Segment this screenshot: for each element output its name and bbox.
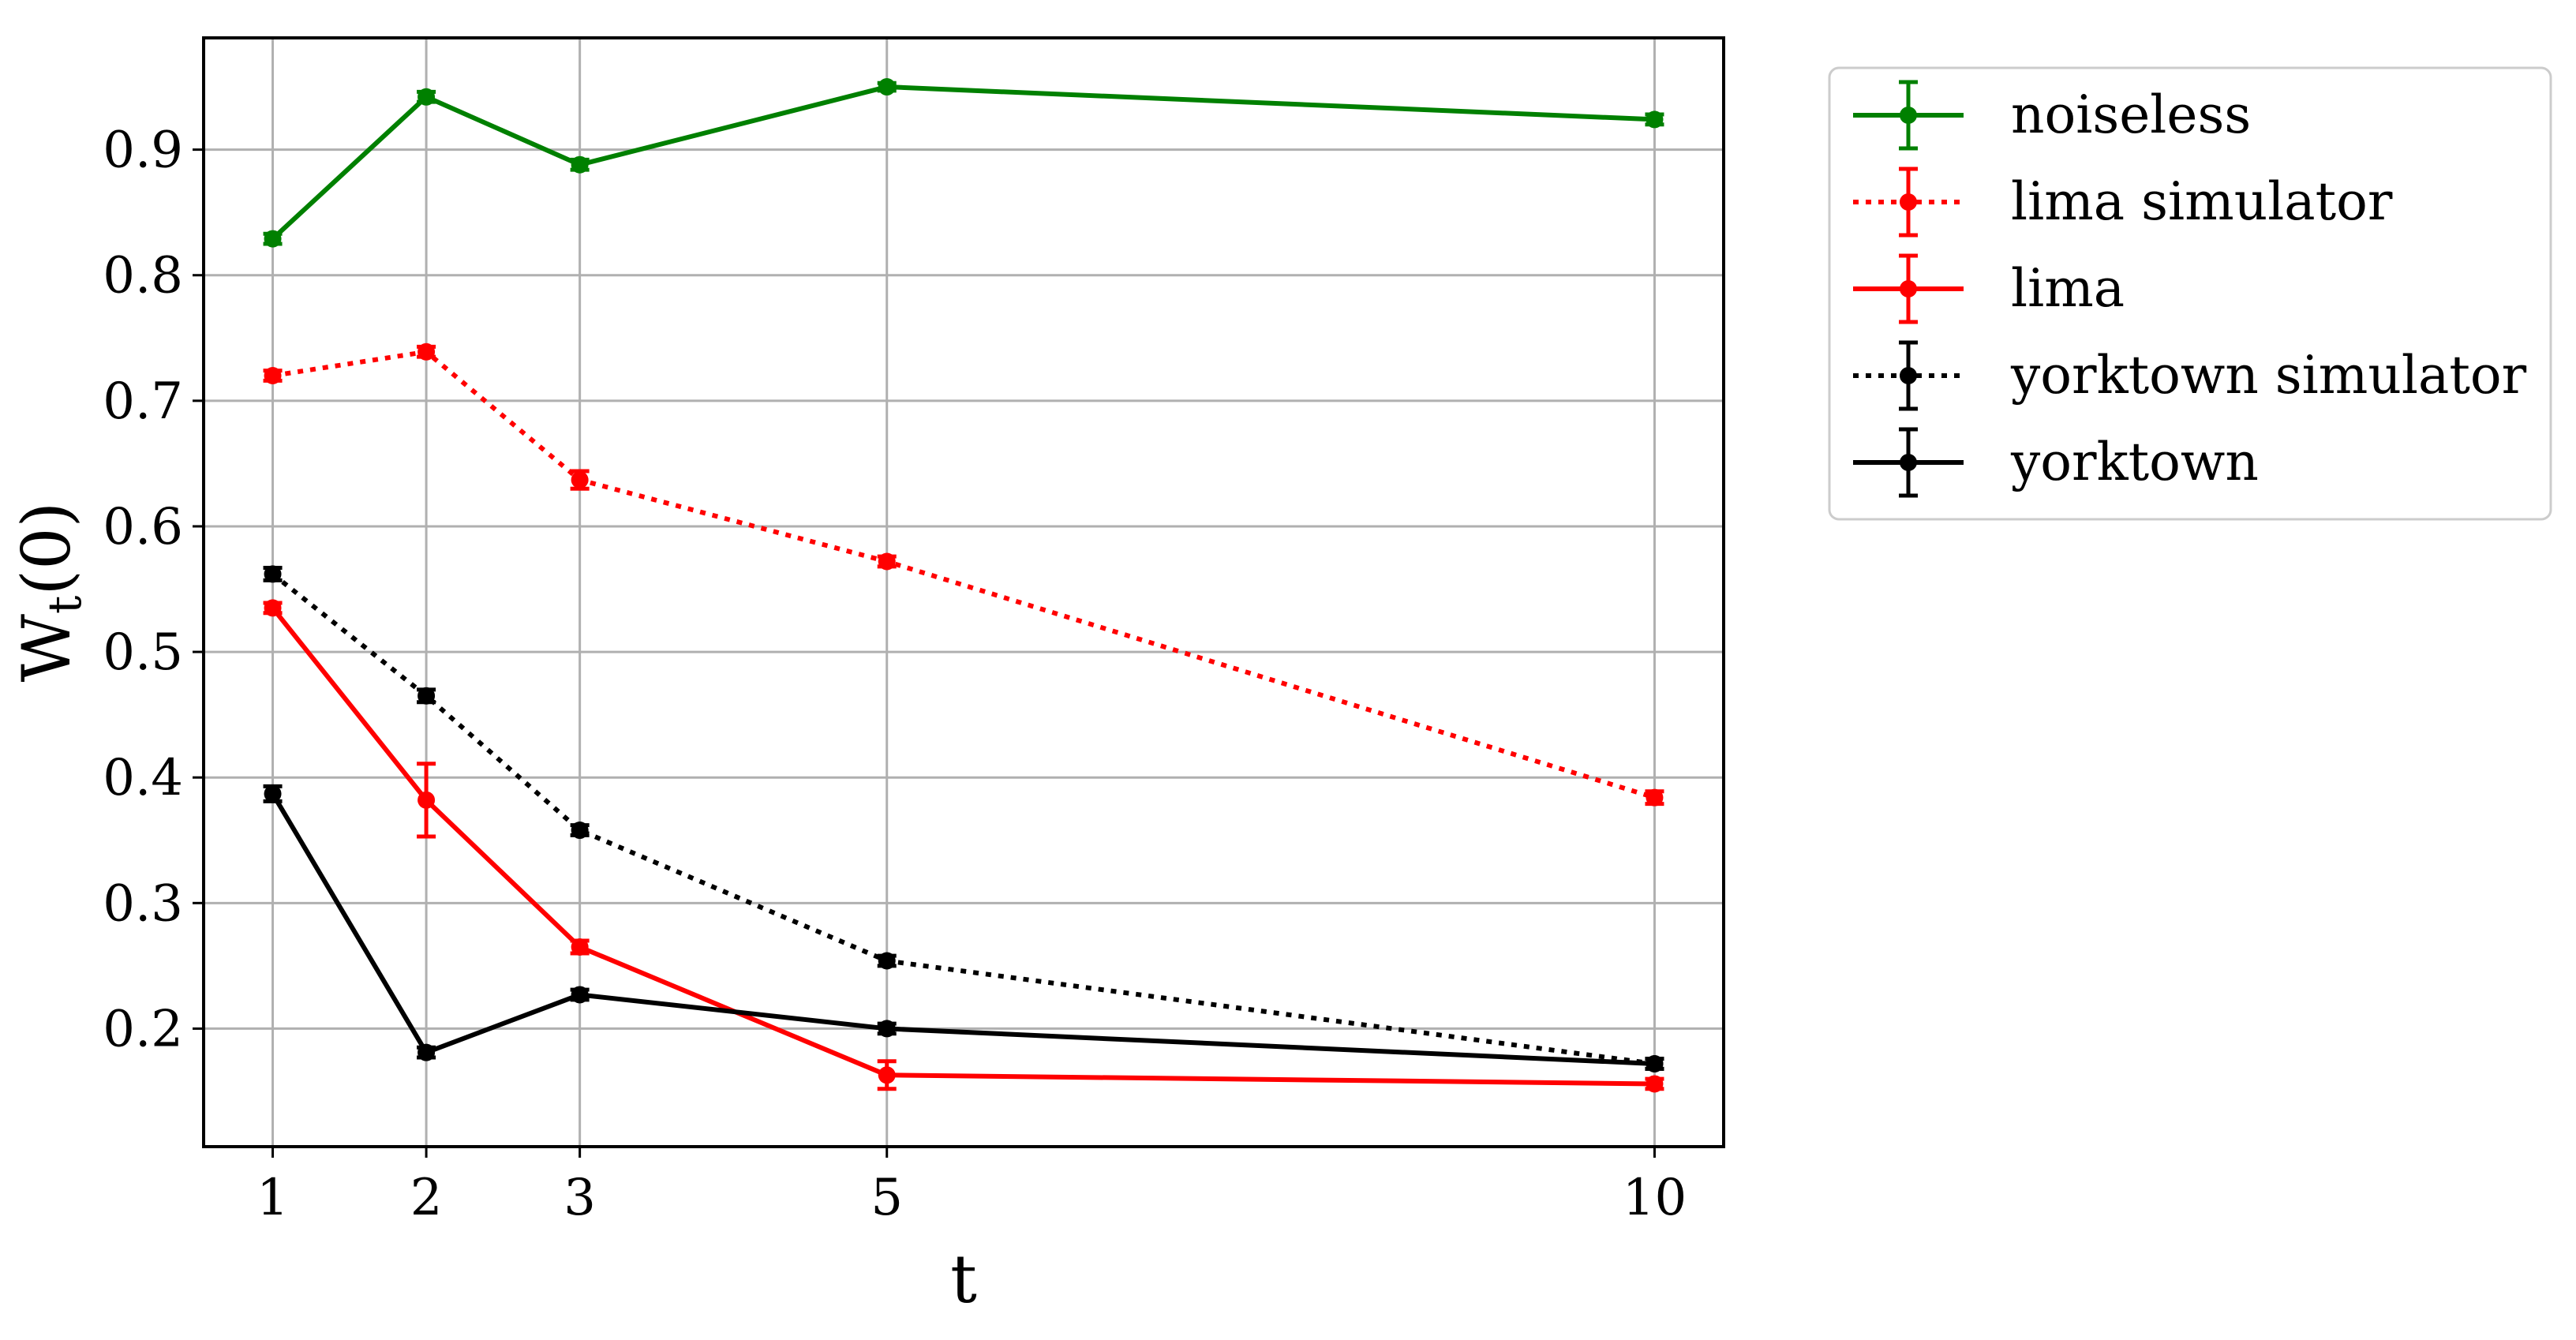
- data-point: [264, 599, 282, 617]
- data-point: [417, 687, 436, 705]
- legend-label: yorktown simulator: [2010, 345, 2527, 406]
- legend-label: noiseless: [2011, 84, 2251, 145]
- data-point: [264, 784, 282, 803]
- data-point: [1646, 788, 1664, 807]
- data-point: [264, 230, 282, 248]
- legend-label: yorktown: [2010, 432, 2259, 492]
- y-axis-label-suffix: (0): [8, 502, 85, 596]
- series-line: [270, 792, 1655, 1066]
- grid-lines: [204, 38, 1724, 1147]
- series-line: [271, 84, 1655, 241]
- data-point: [417, 342, 436, 361]
- data-point: [571, 938, 589, 956]
- x-tick-label: 1: [256, 1169, 289, 1227]
- y-tick-label: 0.3: [103, 874, 183, 933]
- data-point: [878, 1066, 896, 1084]
- y-tick-label: 0.4: [103, 749, 183, 807]
- data-point: [571, 986, 589, 1004]
- legend-marker: [1900, 454, 1917, 471]
- data-point: [878, 78, 896, 96]
- y-tick-label: 0.5: [103, 623, 183, 682]
- x-tick-label: 3: [564, 1169, 596, 1227]
- x-tick-label: 5: [871, 1169, 903, 1227]
- data-point: [1646, 1054, 1664, 1072]
- data-point: [571, 155, 589, 174]
- data-point: [878, 1020, 896, 1038]
- axis-ticks: 1 2 3 5 10 0.2 0.3 0.4 0.5 0.6 0.7 0.8 0.9: [103, 122, 1687, 1227]
- data-point: [417, 88, 436, 106]
- legend: noiseless lima simulator lima yorktown simu…: [1828, 66, 2552, 521]
- legend-frame: [1828, 66, 2552, 521]
- data-point: [264, 565, 282, 583]
- legend-label: lima simulator: [2011, 171, 2393, 232]
- y-tick-label: 0.8: [103, 247, 183, 305]
- data-point: [417, 1043, 436, 1061]
- series-line: [272, 349, 1656, 800]
- data-point: [571, 822, 589, 840]
- y-tick-label: 0.7: [103, 372, 183, 431]
- data-point: [878, 952, 896, 970]
- series-layer: [263, 78, 1664, 1093]
- x-tick-label: 10: [1623, 1169, 1687, 1227]
- data-point: [571, 471, 589, 489]
- y-tick-label: 0.2: [103, 1000, 183, 1058]
- series-line: [271, 606, 1655, 1087]
- data-point: [878, 552, 896, 571]
- y-tick-label: 0.9: [103, 122, 183, 180]
- legend-marker: [1900, 367, 1917, 384]
- y-axis-label: Wt(0): [8, 502, 92, 683]
- legend-marker: [1900, 280, 1917, 298]
- y-axis-label-subscript: t: [38, 596, 92, 614]
- y-axis-label-main: W: [8, 613, 85, 682]
- x-axis-label: t: [950, 1241, 977, 1318]
- data-point: [264, 367, 282, 385]
- data-point: [1646, 1075, 1664, 1093]
- series-line: [271, 572, 1655, 1066]
- legend-marker: [1900, 193, 1917, 211]
- legend-label: lima: [2011, 258, 2125, 319]
- data-point: [1646, 110, 1664, 129]
- legend-marker: [1900, 107, 1917, 124]
- plot-frame: [202, 36, 1725, 1148]
- y-tick-label: 0.6: [103, 498, 183, 556]
- x-tick-label: 2: [410, 1169, 443, 1227]
- data-point: [417, 791, 436, 809]
